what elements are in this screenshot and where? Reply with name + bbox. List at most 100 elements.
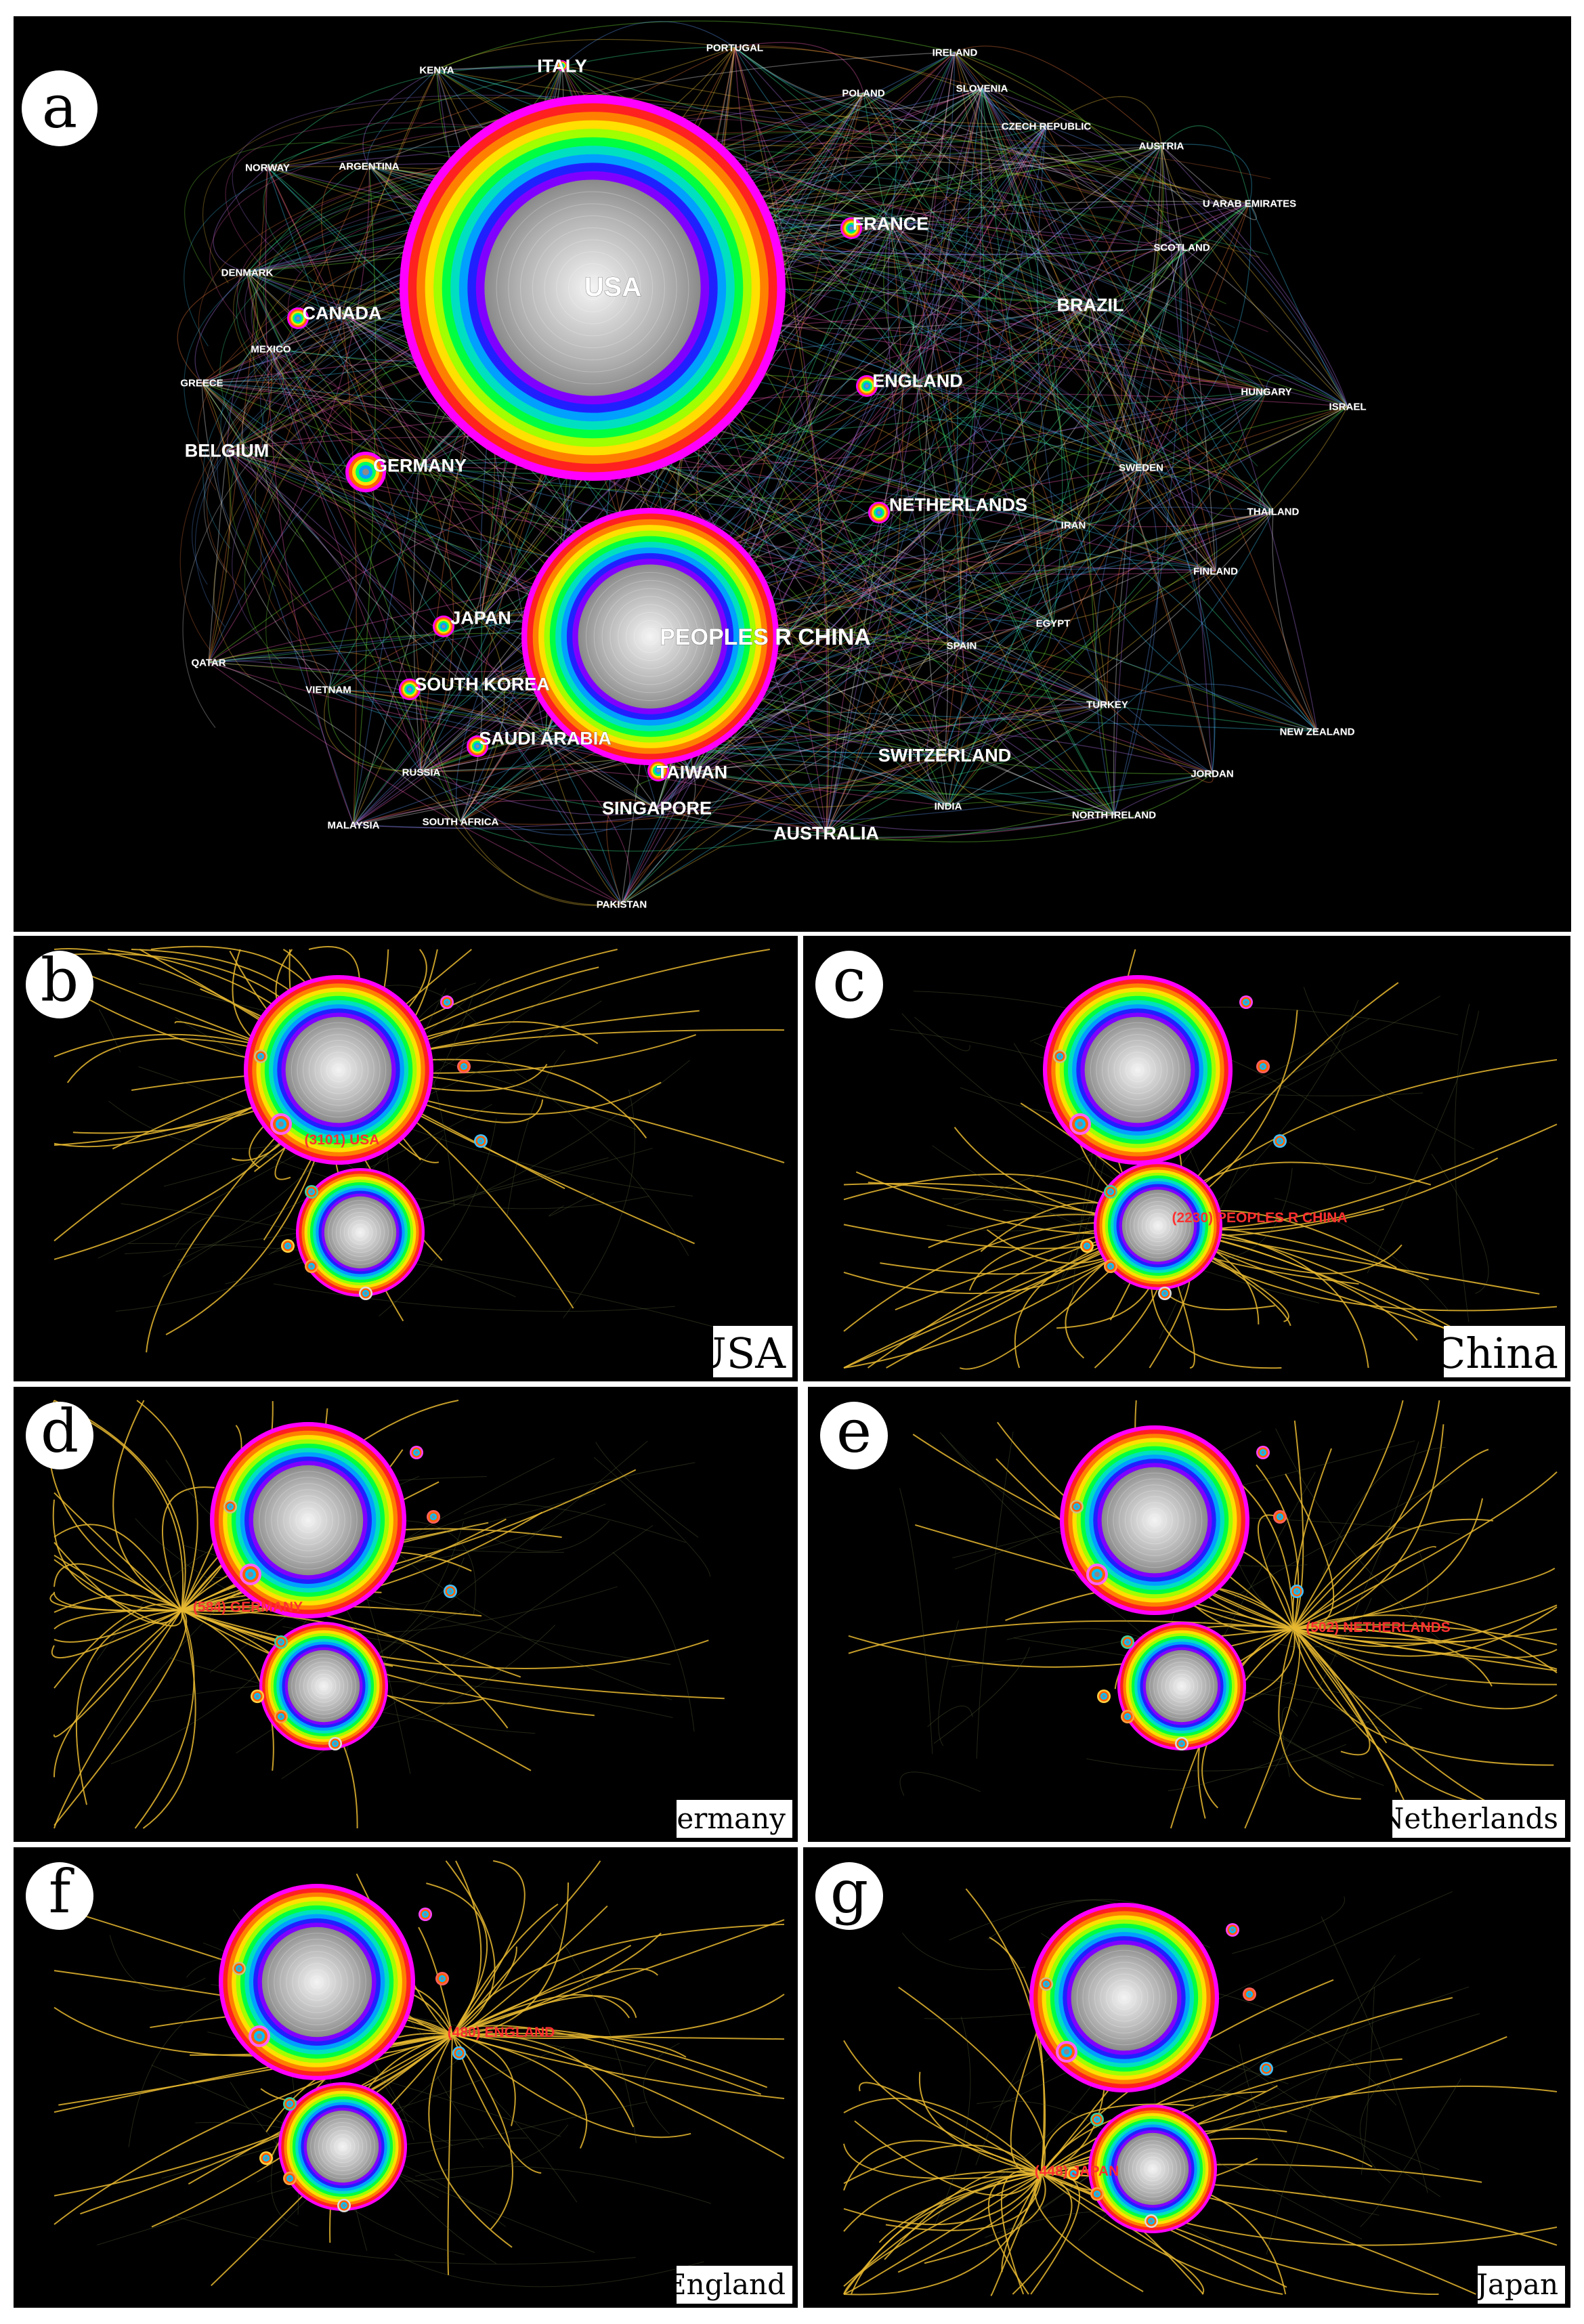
panel-g-node-8: [1090, 2187, 1104, 2201]
panel-g-node-6: [1090, 2113, 1104, 2126]
node-japan-dot: [433, 616, 454, 637]
panel-f-node-8: [283, 2172, 297, 2185]
panel-b-node-4: [457, 1060, 471, 1073]
label-brazil: BRAZIL: [1057, 295, 1124, 315]
panel-g-letter-badge: [815, 1862, 883, 1930]
label-india: INDIA: [935, 800, 962, 812]
label-egypt: EGYPT: [1036, 618, 1071, 629]
node-peoples-r-china: [521, 508, 779, 765]
panel-b-node-china: [296, 1168, 425, 1297]
label-poland: POLAND: [842, 87, 885, 99]
panel-f-node-9: [337, 2199, 351, 2212]
subpanels: (3101) USA b USA (2230) PEOPLES R CHINA c Chi…: [14, 936, 1570, 2308]
panel-e-node-2: [1086, 1564, 1108, 1585]
label-saudi-arabia: SAUDI ARABIA: [479, 728, 612, 748]
panel-a-nodes: USA PEOPLES R CHINA ITALY KENYA PORTUGAL IREL…: [180, 42, 1367, 911]
label-taiwan: TAIWAN: [657, 762, 727, 782]
panel-e-letter-badge: [820, 1402, 888, 1469]
label-russia: RUSSIA: [402, 767, 441, 778]
label-slovenia: SLOVENIA: [956, 83, 1008, 94]
panel-d-node-2: [240, 1564, 261, 1585]
panel-b-letter-badge: [26, 951, 93, 1018]
panel-f-node-4: [435, 1972, 449, 1985]
panel-g-title: Japan: [1474, 2268, 1558, 2301]
panel-c-node-4: [1256, 1060, 1270, 1073]
panel-g-node-1: [1040, 1977, 1053, 1991]
panel-e-highlight-label: (502) NETHERLANDS: [1306, 1620, 1451, 1635]
panel-e-letter: e: [836, 1396, 872, 1466]
node-england-dot: [856, 375, 878, 397]
label-portugal: PORTUGAL: [706, 42, 763, 53]
panel-d: (584) GERMANY d Germany: [14, 1387, 798, 1842]
label-switzerland: SWITZERLAND: [878, 745, 1011, 765]
panel-g-letter: g: [830, 1857, 868, 1927]
panel-c-title: China: [1434, 1329, 1558, 1378]
panel-b-node-5: [474, 1134, 488, 1148]
panel-e-title: Netherlands: [1379, 1802, 1558, 1835]
panel-c-title-box: [1444, 1326, 1565, 1377]
label-israel: ISRAEL: [1329, 401, 1366, 412]
panel-e-node-8: [1121, 1710, 1134, 1723]
panel-f-node-2: [249, 2025, 270, 2047]
panel-e-node-6: [1121, 1635, 1134, 1649]
panel-b-node-8: [305, 1260, 318, 1273]
label-hungary: HUNGARY: [1241, 386, 1291, 397]
label-spain: SPAIN: [947, 640, 977, 651]
panel-g-node-china: [1088, 2105, 1217, 2233]
panel-g-node-4: [1243, 1987, 1256, 2001]
node-saudi-arabia-dot: [467, 735, 488, 757]
panel-c-letter: c: [832, 945, 865, 1015]
panel-c-highlight-label: (2230) PEOPLES R CHINA: [1172, 1210, 1347, 1226]
panel-d-node-6: [274, 1635, 288, 1649]
panel-c-letter-badge: [815, 951, 883, 1018]
panel-f-node-1: [232, 1962, 246, 1975]
panel-g: (448) JAPAN g Japan: [803, 1847, 1570, 2308]
panel-b-node-1: [254, 1050, 267, 1063]
panel-f-node-5: [452, 2046, 466, 2060]
panel-b-node-6: [305, 1185, 318, 1199]
panel-e-node-4: [1273, 1510, 1287, 1524]
node-netherlands-dot: [868, 502, 890, 523]
panel-e-node-usa: [1060, 1425, 1249, 1615]
label-greece: GREECE: [180, 377, 223, 389]
panel-d-title-box: [677, 1800, 792, 1838]
panel-g-node-3: [1226, 1923, 1239, 1937]
label-england: ENGLAND: [872, 370, 963, 391]
label-south-korea: SOUTH KOREA: [414, 674, 550, 694]
label-italy: ITALY: [537, 56, 587, 76]
label-jordan: JORDAN: [1191, 768, 1233, 779]
label-u-arab-emirates: U ARAB EMIRATES: [1203, 198, 1296, 209]
panel-a-letter-badge: [22, 70, 98, 146]
panel-b-highlight-label: (3101) USA: [305, 1132, 380, 1148]
panel-e-title-box: [1392, 1800, 1565, 1838]
label-peoples-r-china: PEOPLES R CHINA: [660, 624, 871, 650]
panel-e-node-7: [1097, 1690, 1111, 1703]
label-austria: AUSTRIA: [1139, 140, 1184, 152]
panel-d-node-8: [274, 1710, 288, 1723]
panel-e-node-9: [1175, 1737, 1189, 1750]
panel-f-title-box: [677, 2266, 792, 2304]
panel-c-node-usa: [1043, 975, 1233, 1165]
panel-d-title: Germany: [654, 1802, 786, 1835]
label-germany: GERMANY: [373, 455, 467, 475]
panel-d-letter: d: [41, 1396, 79, 1466]
label-canada: CANADA: [303, 303, 382, 323]
label-belgium: BELGIUM: [185, 440, 270, 460]
label-czech-republic: CZECH REPUBLIC: [1002, 121, 1092, 132]
label-singapore: SINGAPORE: [602, 798, 712, 818]
node-germany-dot: [345, 452, 386, 492]
panel-b-title: USA: [691, 1329, 787, 1378]
panel-g-highlight-label: (448) JAPAN: [1035, 2164, 1119, 2179]
label-mexico: MEXICO: [251, 343, 291, 355]
label-malaysia: MALAYSIA: [328, 819, 380, 831]
node-canada-dot: [287, 307, 309, 329]
panel-d-node-5: [444, 1585, 457, 1598]
label-new-zealand: NEW ZEALAND: [1280, 726, 1355, 737]
label-turkey: TURKEY: [1086, 699, 1128, 710]
panel-e-node-3: [1256, 1446, 1270, 1459]
node-taiwan-dot: [647, 760, 669, 781]
panel-c-node-2: [1069, 1113, 1091, 1135]
label-denmark: DENMARK: [221, 267, 274, 278]
panel-d-letter-badge: [26, 1402, 93, 1469]
label-france: FRANCE: [853, 213, 929, 234]
